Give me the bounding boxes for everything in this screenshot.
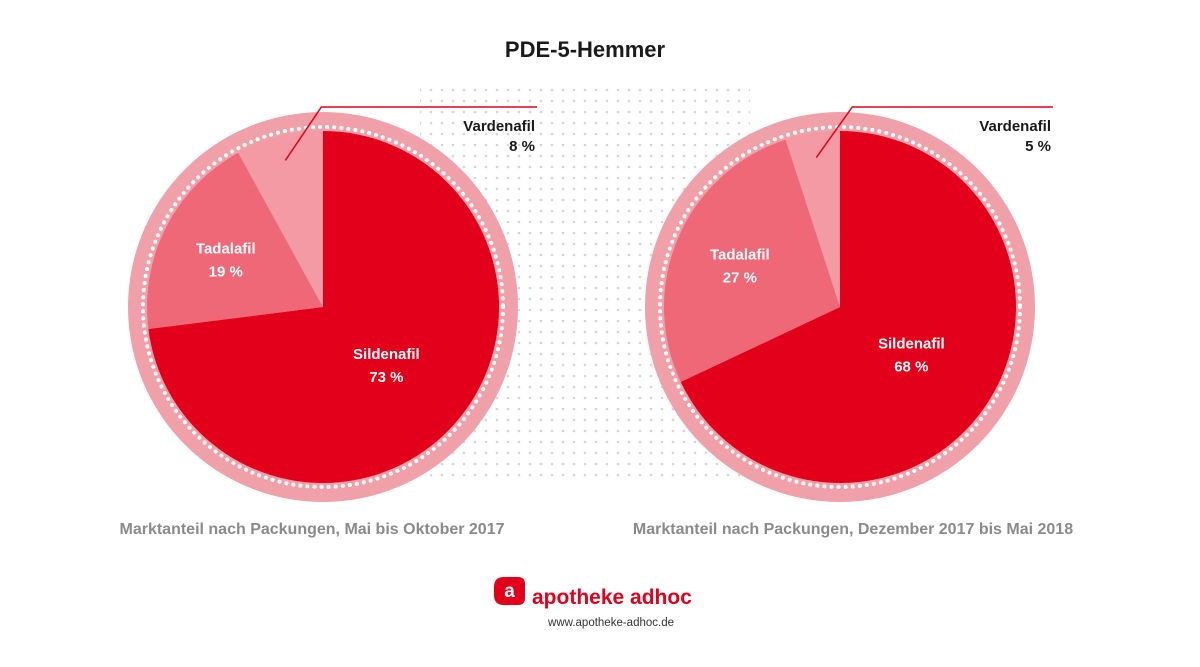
svg-text:a: a xyxy=(504,581,515,602)
brand-url: www.apotheke-adhoc.de xyxy=(547,617,674,629)
slice-label-sildenafil-2018: Sildenafil xyxy=(878,335,945,352)
slice-value-tadalafil-2017: 19 % xyxy=(209,263,243,280)
pie-slice-sildenafil-2018 xyxy=(680,131,1016,484)
chart-title: PDE-5-Hemmer xyxy=(505,37,666,62)
pie-slice-sildenafil-2017 xyxy=(148,131,499,484)
brand-logo: a apotheke adhoc www.apotheke-adhoc.de xyxy=(494,577,692,629)
pie-chart-2017: Sildenafil 73 % Tadalafil 19 % Vardenafil 8 % xyxy=(128,106,537,502)
slice-label-tadalafil-2018: Tadalafil xyxy=(710,247,770,264)
pie-slice-vardenafil-2018 xyxy=(785,131,840,307)
pie-slice-tadalafil-2017 xyxy=(147,152,323,330)
slice-value-sildenafil-2018: 68 % xyxy=(894,358,928,375)
callout-label-vardenafil-2018: Vardenafil xyxy=(979,118,1051,135)
pie-slice-tadalafil-2018 xyxy=(664,139,840,382)
pie-caption-2018: Marktanteil nach Packungen, Dezember 201… xyxy=(633,521,1073,538)
apotheke-adhoc-logo-icon: a xyxy=(494,577,525,605)
slice-label-sildenafil-2017: Sildenafil xyxy=(353,346,420,363)
pie-slice-vardenafil-2017 xyxy=(238,131,323,307)
callout-value-vardenafil-2018: 5 % xyxy=(1025,138,1051,155)
slice-label-tadalafil-2017: Tadalafil xyxy=(196,240,256,257)
slice-value-sildenafil-2017: 73 % xyxy=(369,369,403,386)
slice-value-tadalafil-2018: 27 % xyxy=(723,270,757,287)
pie-caption-2017: Marktanteil nach Packungen, Mai bis Okto… xyxy=(119,521,504,538)
callout-line-vardenafil-2018 xyxy=(815,106,1053,158)
callout-value-vardenafil-2017: 8 % xyxy=(509,138,535,155)
callout-label-vardenafil-2017: Vardenafil xyxy=(463,118,535,135)
callout-line-vardenafil-2017 xyxy=(284,106,537,161)
pie-chart-2018: Sildenafil 68 % Tadalafil 27 % Vardenafil 5 % xyxy=(645,106,1053,502)
brand-name: apotheke adhoc xyxy=(532,586,692,609)
pie-dotted-border-2017 xyxy=(141,125,505,489)
pie-dotted-border-2018 xyxy=(658,125,1022,489)
